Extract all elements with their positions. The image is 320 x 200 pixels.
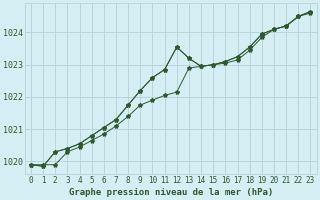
X-axis label: Graphe pression niveau de la mer (hPa): Graphe pression niveau de la mer (hPa) [68, 188, 273, 197]
